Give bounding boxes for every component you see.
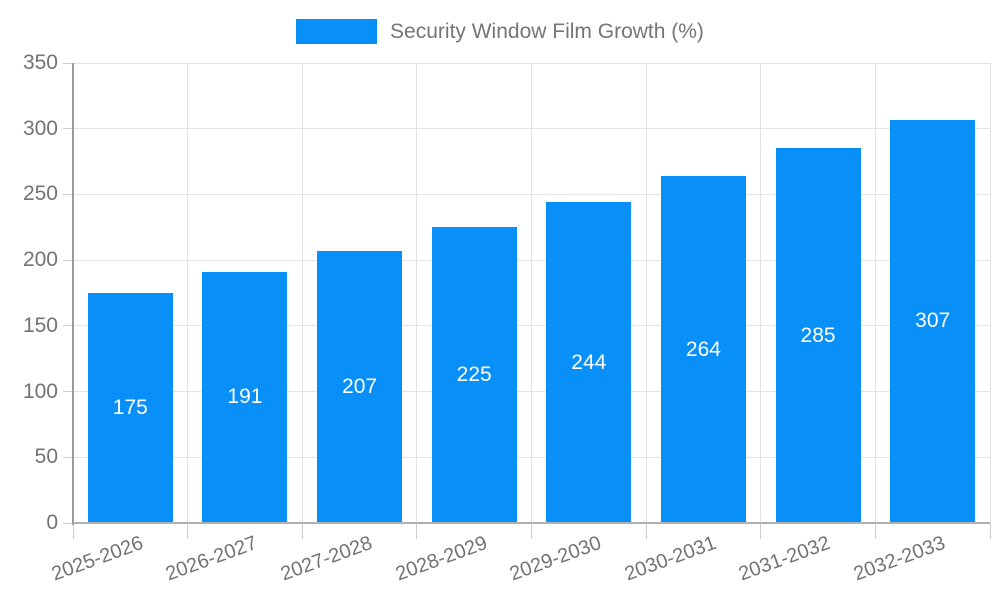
x-axis-line	[73, 522, 990, 524]
bar-value-label: 175	[112, 396, 148, 419]
y-tick-mark	[63, 325, 73, 327]
y-tick-label: 300	[22, 116, 58, 140]
bar[interactable]: 191	[202, 271, 288, 523]
v-gridline	[301, 63, 303, 523]
y-tick-mark	[63, 62, 73, 64]
bar[interactable]: 225	[431, 227, 517, 523]
v-gridline	[760, 63, 762, 523]
bar[interactable]: 244	[546, 202, 632, 523]
v-gridline	[645, 63, 647, 523]
v-gridline	[874, 63, 876, 523]
legend-label: Security Window Film Growth (%)	[390, 19, 704, 43]
bar[interactable]: 207	[317, 250, 403, 523]
x-tick-label: 2032-2033	[850, 532, 949, 586]
x-tick-mark	[72, 523, 74, 539]
bar-value-label: 244	[571, 350, 607, 374]
bar-value-label: 225	[456, 363, 492, 387]
legend[interactable]: Security Window Film Growth (%)	[0, 16, 1000, 46]
x-tick-label: 2026-2027	[163, 532, 261, 586]
bar[interactable]: 264	[660, 176, 746, 523]
x-tick-mark	[531, 523, 532, 539]
bar-value-label: 191	[227, 385, 263, 409]
y-tick-label: 350	[22, 51, 58, 74]
x-tick-mark	[301, 523, 303, 539]
y-tick-label: 200	[22, 248, 58, 272]
x-tick-label: 2029-2030	[506, 532, 605, 586]
x-tick-mark	[989, 523, 991, 539]
y-tick-mark	[63, 128, 73, 130]
x-tick-label: 2030-2031	[621, 532, 719, 586]
legend-swatch-icon	[296, 18, 378, 44]
y-tick-mark	[63, 391, 73, 393]
x-tick-label: 2027-2028	[277, 532, 376, 586]
x-tick-label: 2031-2032	[736, 532, 834, 586]
y-tick-mark	[63, 193, 73, 195]
v-gridline	[989, 63, 991, 523]
x-tick-mark	[874, 523, 876, 539]
x-tick-mark	[760, 523, 762, 539]
x-tick-mark	[416, 523, 418, 539]
bar-value-label: 307	[915, 309, 951, 333]
bar-value-label: 207	[342, 374, 378, 398]
x-tick-label: 2028-2029	[392, 532, 490, 586]
y-axis-line	[72, 63, 74, 525]
bar[interactable]: 175	[87, 293, 173, 523]
y-tick-label: 0	[46, 511, 58, 534]
v-gridline	[187, 63, 189, 523]
v-gridline	[531, 63, 532, 523]
bar-value-label: 285	[800, 323, 836, 347]
y-tick-mark	[63, 259, 73, 261]
y-tick-label: 50	[34, 445, 58, 469]
y-tick-label: 250	[22, 182, 58, 206]
v-gridline	[416, 63, 418, 523]
y-tick-mark	[63, 456, 73, 458]
y-tick-label: 150	[22, 313, 58, 337]
bar-value-label: 264	[685, 337, 721, 361]
y-tick-mark	[63, 522, 73, 524]
bar[interactable]: 307	[890, 119, 976, 523]
y-tick-label: 100	[22, 379, 58, 403]
x-tick-label: 2025-2026	[48, 532, 146, 586]
x-tick-mark	[645, 523, 647, 539]
x-tick-mark	[187, 523, 189, 539]
bar[interactable]: 285	[775, 148, 861, 523]
